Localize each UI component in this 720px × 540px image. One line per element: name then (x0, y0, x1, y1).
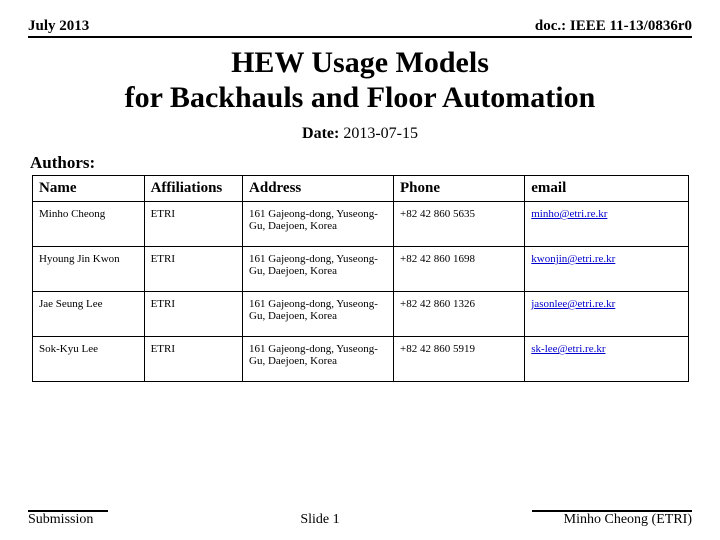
date-value: 2013-07-15 (343, 125, 418, 142)
cell-affiliation: ETRI (144, 247, 242, 292)
cell-address: 161 Gajeong-dong, Yuseong-Gu, Daejoen, K… (243, 337, 394, 382)
cell-email: jasonlee@etri.re.kr (525, 292, 689, 337)
col-name: Name (33, 176, 145, 202)
table-header-row: Name Affiliations Address Phone email (33, 176, 689, 202)
col-email: email (525, 176, 689, 202)
footer-left: Submission (28, 510, 108, 528)
col-affiliations: Affiliations (144, 176, 242, 202)
page-header: July 2013 doc.: IEEE 11-13/0836r0 (28, 18, 692, 38)
table-row: Hyoung Jin KwonETRI161 Gajeong-dong, Yus… (33, 247, 689, 292)
cell-name: Hyoung Jin Kwon (33, 247, 145, 292)
email-link[interactable]: minho@etri.re.kr (531, 208, 607, 220)
email-link[interactable]: kwonjin@etri.re.kr (531, 253, 615, 265)
cell-phone: +82 42 860 5919 (393, 337, 524, 382)
col-phone: Phone (393, 176, 524, 202)
table-body: Minho CheongETRI161 Gajeong-dong, Yuseon… (33, 202, 689, 382)
page-title: HEW Usage Models for Backhauls and Floor… (28, 46, 692, 115)
footer-center: Slide 1 (108, 512, 532, 528)
date-line: Date: 2013-07-15 (28, 125, 692, 143)
page-footer: Submission Slide 1 Minho Cheong (ETRI) (28, 510, 692, 528)
authors-table: Name Affiliations Address Phone email Mi… (32, 175, 689, 382)
header-date: July 2013 (28, 18, 89, 35)
cell-affiliation: ETRI (144, 337, 242, 382)
email-link[interactable]: jasonlee@etri.re.kr (531, 298, 615, 310)
footer-right: Minho Cheong (ETRI) (532, 510, 692, 528)
table-row: Jae Seung LeeETRI161 Gajeong-dong, Yuseo… (33, 292, 689, 337)
email-link[interactable]: sk-lee@etri.re.kr (531, 343, 605, 355)
cell-affiliation: ETRI (144, 292, 242, 337)
date-label: Date: (302, 125, 339, 142)
col-address: Address (243, 176, 394, 202)
cell-address: 161 Gajeong-dong, Yuseong-Gu, Daejoen, K… (243, 292, 394, 337)
cell-affiliation: ETRI (144, 202, 242, 247)
header-docid: doc.: IEEE 11-13/0836r0 (535, 18, 692, 35)
table-row: Sok-Kyu LeeETRI161 Gajeong-dong, Yuseong… (33, 337, 689, 382)
cell-phone: +82 42 860 5635 (393, 202, 524, 247)
cell-email: kwonjin@etri.re.kr (525, 247, 689, 292)
cell-name: Sok-Kyu Lee (33, 337, 145, 382)
authors-label: Authors: (30, 153, 692, 173)
cell-email: sk-lee@etri.re.kr (525, 337, 689, 382)
cell-name: Jae Seung Lee (33, 292, 145, 337)
cell-email: minho@etri.re.kr (525, 202, 689, 247)
title-line2: for Backhauls and Floor Automation (125, 81, 596, 114)
cell-phone: +82 42 860 1326 (393, 292, 524, 337)
cell-address: 161 Gajeong-dong, Yuseong-Gu, Daejoen, K… (243, 247, 394, 292)
cell-address: 161 Gajeong-dong, Yuseong-Gu, Daejoen, K… (243, 202, 394, 247)
title-line1: HEW Usage Models (231, 46, 489, 79)
table-row: Minho CheongETRI161 Gajeong-dong, Yuseon… (33, 202, 689, 247)
cell-phone: +82 42 860 1698 (393, 247, 524, 292)
cell-name: Minho Cheong (33, 202, 145, 247)
